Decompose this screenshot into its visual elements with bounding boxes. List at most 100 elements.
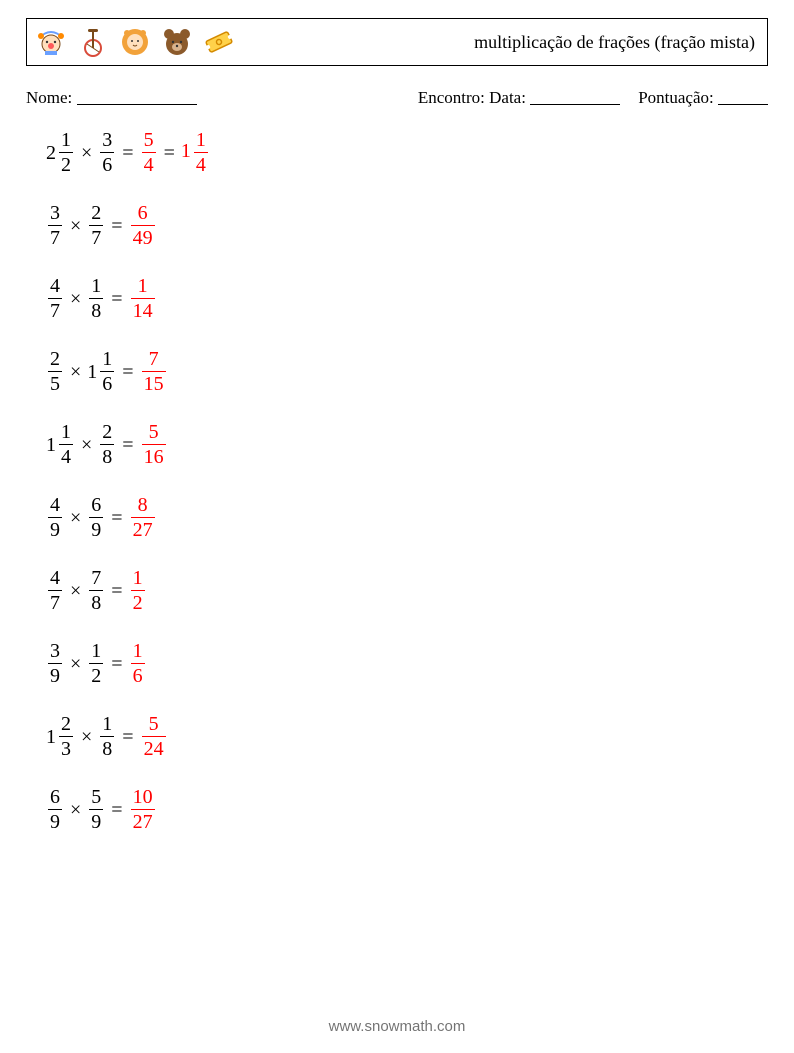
equals-sign: = (111, 289, 122, 309)
denominator: 7 (48, 590, 62, 613)
multiply-op: × (70, 289, 81, 309)
equation-row: 49×69=827 (46, 495, 768, 540)
multiply-op: × (70, 508, 81, 528)
denominator: 2 (131, 590, 145, 613)
fraction: 47 (48, 568, 62, 613)
denominator: 49 (131, 225, 155, 248)
fraction: 49 (48, 495, 62, 540)
multiply-op: × (81, 435, 92, 455)
numerator: 1 (131, 568, 145, 590)
numerator: 2 (48, 349, 62, 371)
multiply-op: × (70, 362, 81, 382)
denominator: 9 (89, 809, 103, 832)
fraction: 649 (131, 203, 155, 248)
problems-list: 212×36=54=11437×27=64947×18=11425×116=71… (26, 130, 768, 832)
denominator: 14 (131, 298, 155, 321)
date-field: Encontro: Data: (418, 88, 620, 108)
fraction: 16 (100, 349, 114, 394)
equation-row: 37×27=649 (46, 203, 768, 248)
fraction: 59 (89, 787, 103, 832)
fraction: 14 (59, 422, 73, 467)
denominator: 8 (89, 298, 103, 321)
equals-sign: = (122, 435, 133, 455)
numerator: 1 (89, 276, 103, 298)
name-field: Nome: (26, 88, 197, 108)
numerator: 6 (136, 203, 150, 225)
fraction: 69 (89, 495, 103, 540)
fraction: 69 (48, 787, 62, 832)
fraction: 524 (142, 714, 166, 759)
fraction: 27 (89, 203, 103, 248)
fraction: 16 (131, 641, 145, 686)
whole-part: 1 (87, 362, 97, 382)
fraction: 78 (89, 568, 103, 613)
numerator: 3 (100, 130, 114, 152)
equation-row: 212×36=54=114 (46, 130, 768, 175)
footer-watermark: www.snowmath.com (0, 1018, 794, 1035)
equation-row: 123×18=524 (46, 714, 768, 759)
numerator: 8 (136, 495, 150, 517)
denominator: 9 (48, 663, 62, 686)
whole-part: 1 (46, 435, 56, 455)
date-underline (530, 104, 620, 105)
numerator: 6 (48, 787, 62, 809)
denominator: 3 (59, 736, 73, 759)
equals-sign: = (122, 362, 133, 382)
denominator: 7 (89, 225, 103, 248)
clown-icon (35, 26, 67, 58)
fraction: 827 (131, 495, 155, 540)
multiply-op: × (70, 581, 81, 601)
fraction: 37 (48, 203, 62, 248)
numerator: 5 (147, 422, 161, 444)
numerator: 7 (89, 568, 103, 590)
fraction: 28 (100, 422, 114, 467)
denominator: 9 (48, 517, 62, 540)
equation-row: 47×18=114 (46, 276, 768, 321)
denominator: 24 (142, 736, 166, 759)
equals-sign: = (122, 727, 133, 747)
numerator: 6 (89, 495, 103, 517)
fraction: 12 (89, 641, 103, 686)
equals-sign: = (164, 143, 175, 163)
whole-part: 1 (46, 727, 56, 747)
unicycle-icon (77, 26, 109, 58)
score-label: Pontuação: (638, 88, 714, 107)
numerator: 2 (89, 203, 103, 225)
equals-sign: = (111, 216, 122, 236)
numerator: 1 (100, 349, 114, 371)
denominator: 6 (100, 152, 114, 175)
equation-row: 114 × 28 = 516 (46, 422, 768, 467)
numerator: 5 (147, 714, 161, 736)
header-box: multiplicação de frações (fração mista) (26, 18, 768, 66)
numerator: 2 (59, 714, 73, 736)
numerator: 1 (89, 641, 103, 663)
numerator: 2 (100, 422, 114, 444)
fraction: 25 (48, 349, 62, 394)
fraction: 18 (89, 276, 103, 321)
numerator: 1 (136, 276, 150, 298)
denominator: 8 (89, 590, 103, 613)
numerator: 1 (194, 130, 208, 152)
denominator: 27 (131, 809, 155, 832)
denominator: 2 (59, 152, 73, 175)
multiply-op: × (70, 800, 81, 820)
numerator: 5 (89, 787, 103, 809)
score-underline (718, 104, 768, 105)
fraction: 715 (142, 349, 166, 394)
fraction: 23 (59, 714, 73, 759)
numerator: 7 (147, 349, 161, 371)
numerator: 3 (48, 641, 62, 663)
equals-sign: = (111, 654, 122, 674)
numerator: 3 (48, 203, 62, 225)
fraction: 1027 (131, 787, 155, 832)
name-label: Nome: (26, 88, 72, 107)
equals-sign: = (122, 143, 133, 163)
date-label: Encontro: Data: (418, 88, 526, 107)
multiply-op: × (70, 216, 81, 236)
denominator: 7 (48, 225, 62, 248)
multiply-op: × (81, 143, 92, 163)
bear-icon (161, 26, 193, 58)
fraction: 18 (100, 714, 114, 759)
denominator: 16 (142, 444, 166, 467)
whole-part: 2 (46, 143, 56, 163)
